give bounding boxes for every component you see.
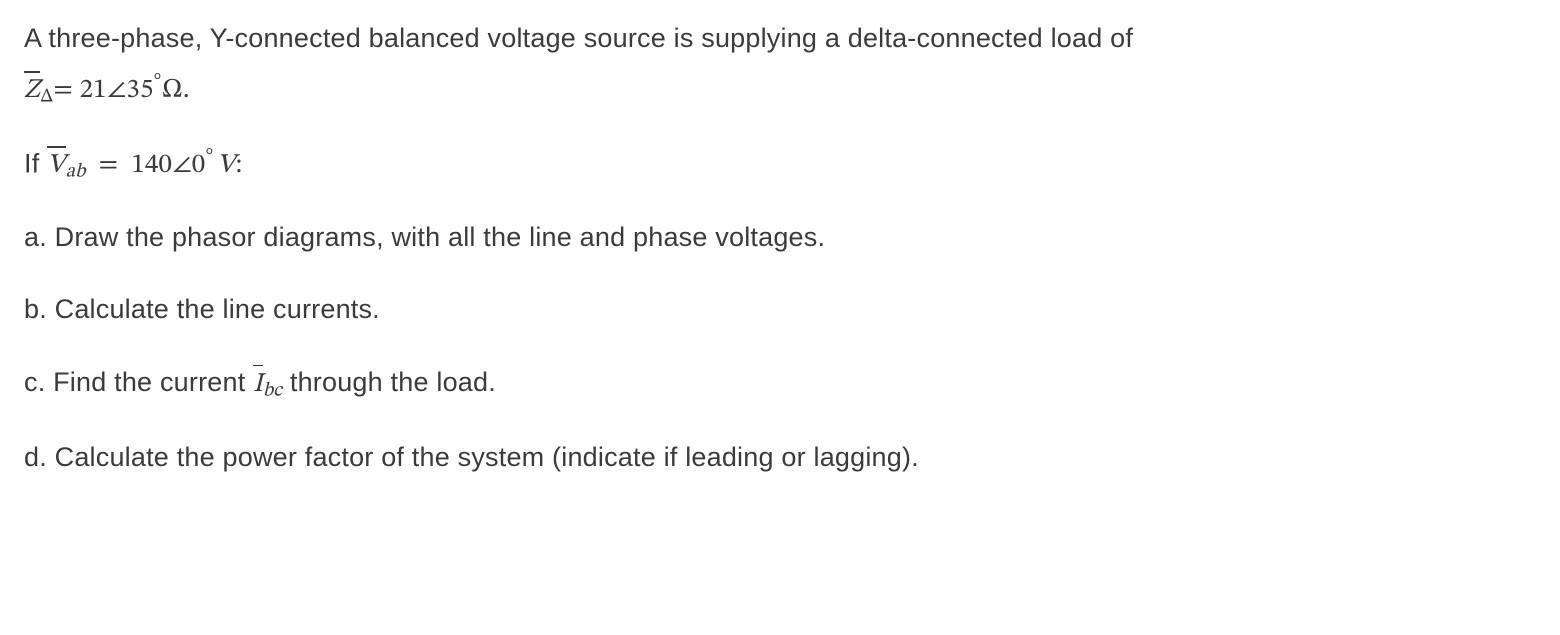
z-angle: 35 [126, 77, 153, 104]
problem-statement: A three-phase, Y-connected balanced volt… [0, 0, 1560, 476]
part-b-label: b. [24, 294, 55, 324]
deg-1: ° [154, 71, 162, 91]
z-mag: 21 [80, 77, 107, 104]
v-sub-ab: ab [66, 162, 86, 182]
z-symbol: Z [24, 77, 40, 104]
v-symbol: V [47, 152, 66, 179]
part-d-label: d. [24, 442, 55, 472]
if-text: If [24, 148, 47, 178]
deg-2: ° [205, 147, 213, 167]
part-c-text-2: through the load. [282, 367, 496, 397]
part-a-label: a. [24, 222, 55, 252]
part-c-text-1: Find the current [53, 367, 253, 397]
vab-unit: V [217, 152, 236, 179]
i-symbol: I [253, 371, 263, 398]
vab-angle: 0 [192, 152, 206, 179]
angle-1: ∠ [107, 77, 127, 104]
intro-paragraph: A three-phase, Y-connected balanced volt… [24, 20, 1536, 56]
z-delta-expression: ZΔ= 21∠35°Ω. [24, 77, 190, 104]
part-c-label: c. [24, 367, 53, 397]
part-b: b. Calculate the line currents. [24, 291, 1536, 327]
vab-expression: Vab = 140∠0° V: [47, 152, 242, 179]
z-overline: Z [24, 71, 40, 109]
ohm: Ω [162, 77, 183, 104]
eq-1: = [53, 77, 73, 104]
v-overline: V [47, 146, 66, 184]
i-overline: I [253, 365, 263, 403]
part-a: a. Draw the phasor diagrams, with all th… [24, 219, 1536, 255]
eq-2: = [99, 152, 119, 179]
part-b-text: Calculate the line currents. [55, 294, 380, 324]
z-delta-line: ZΔ= 21∠35°Ω. [24, 68, 1536, 109]
part-a-text: Draw the phasor diagrams, with all the l… [55, 222, 826, 252]
z-period: . [183, 77, 190, 104]
angle-2: ∠ [172, 152, 192, 179]
i-sub-bc: bc [263, 380, 282, 400]
vab-mag: 140 [131, 152, 172, 179]
intro-text-1: A three-phase, Y-connected balanced volt… [24, 23, 1133, 53]
part-c: c. Find the current Ibc through the load… [24, 364, 1536, 404]
vab-colon: : [236, 152, 243, 179]
part-d: d. Calculate the power factor of the sys… [24, 439, 1536, 475]
vab-line: If Vab = 140∠0° V: [24, 144, 1536, 185]
z-sub-delta: Δ [40, 86, 53, 106]
part-d-text: Calculate the power factor of the system… [55, 442, 919, 472]
ibc-expression: Ibc [253, 371, 282, 398]
